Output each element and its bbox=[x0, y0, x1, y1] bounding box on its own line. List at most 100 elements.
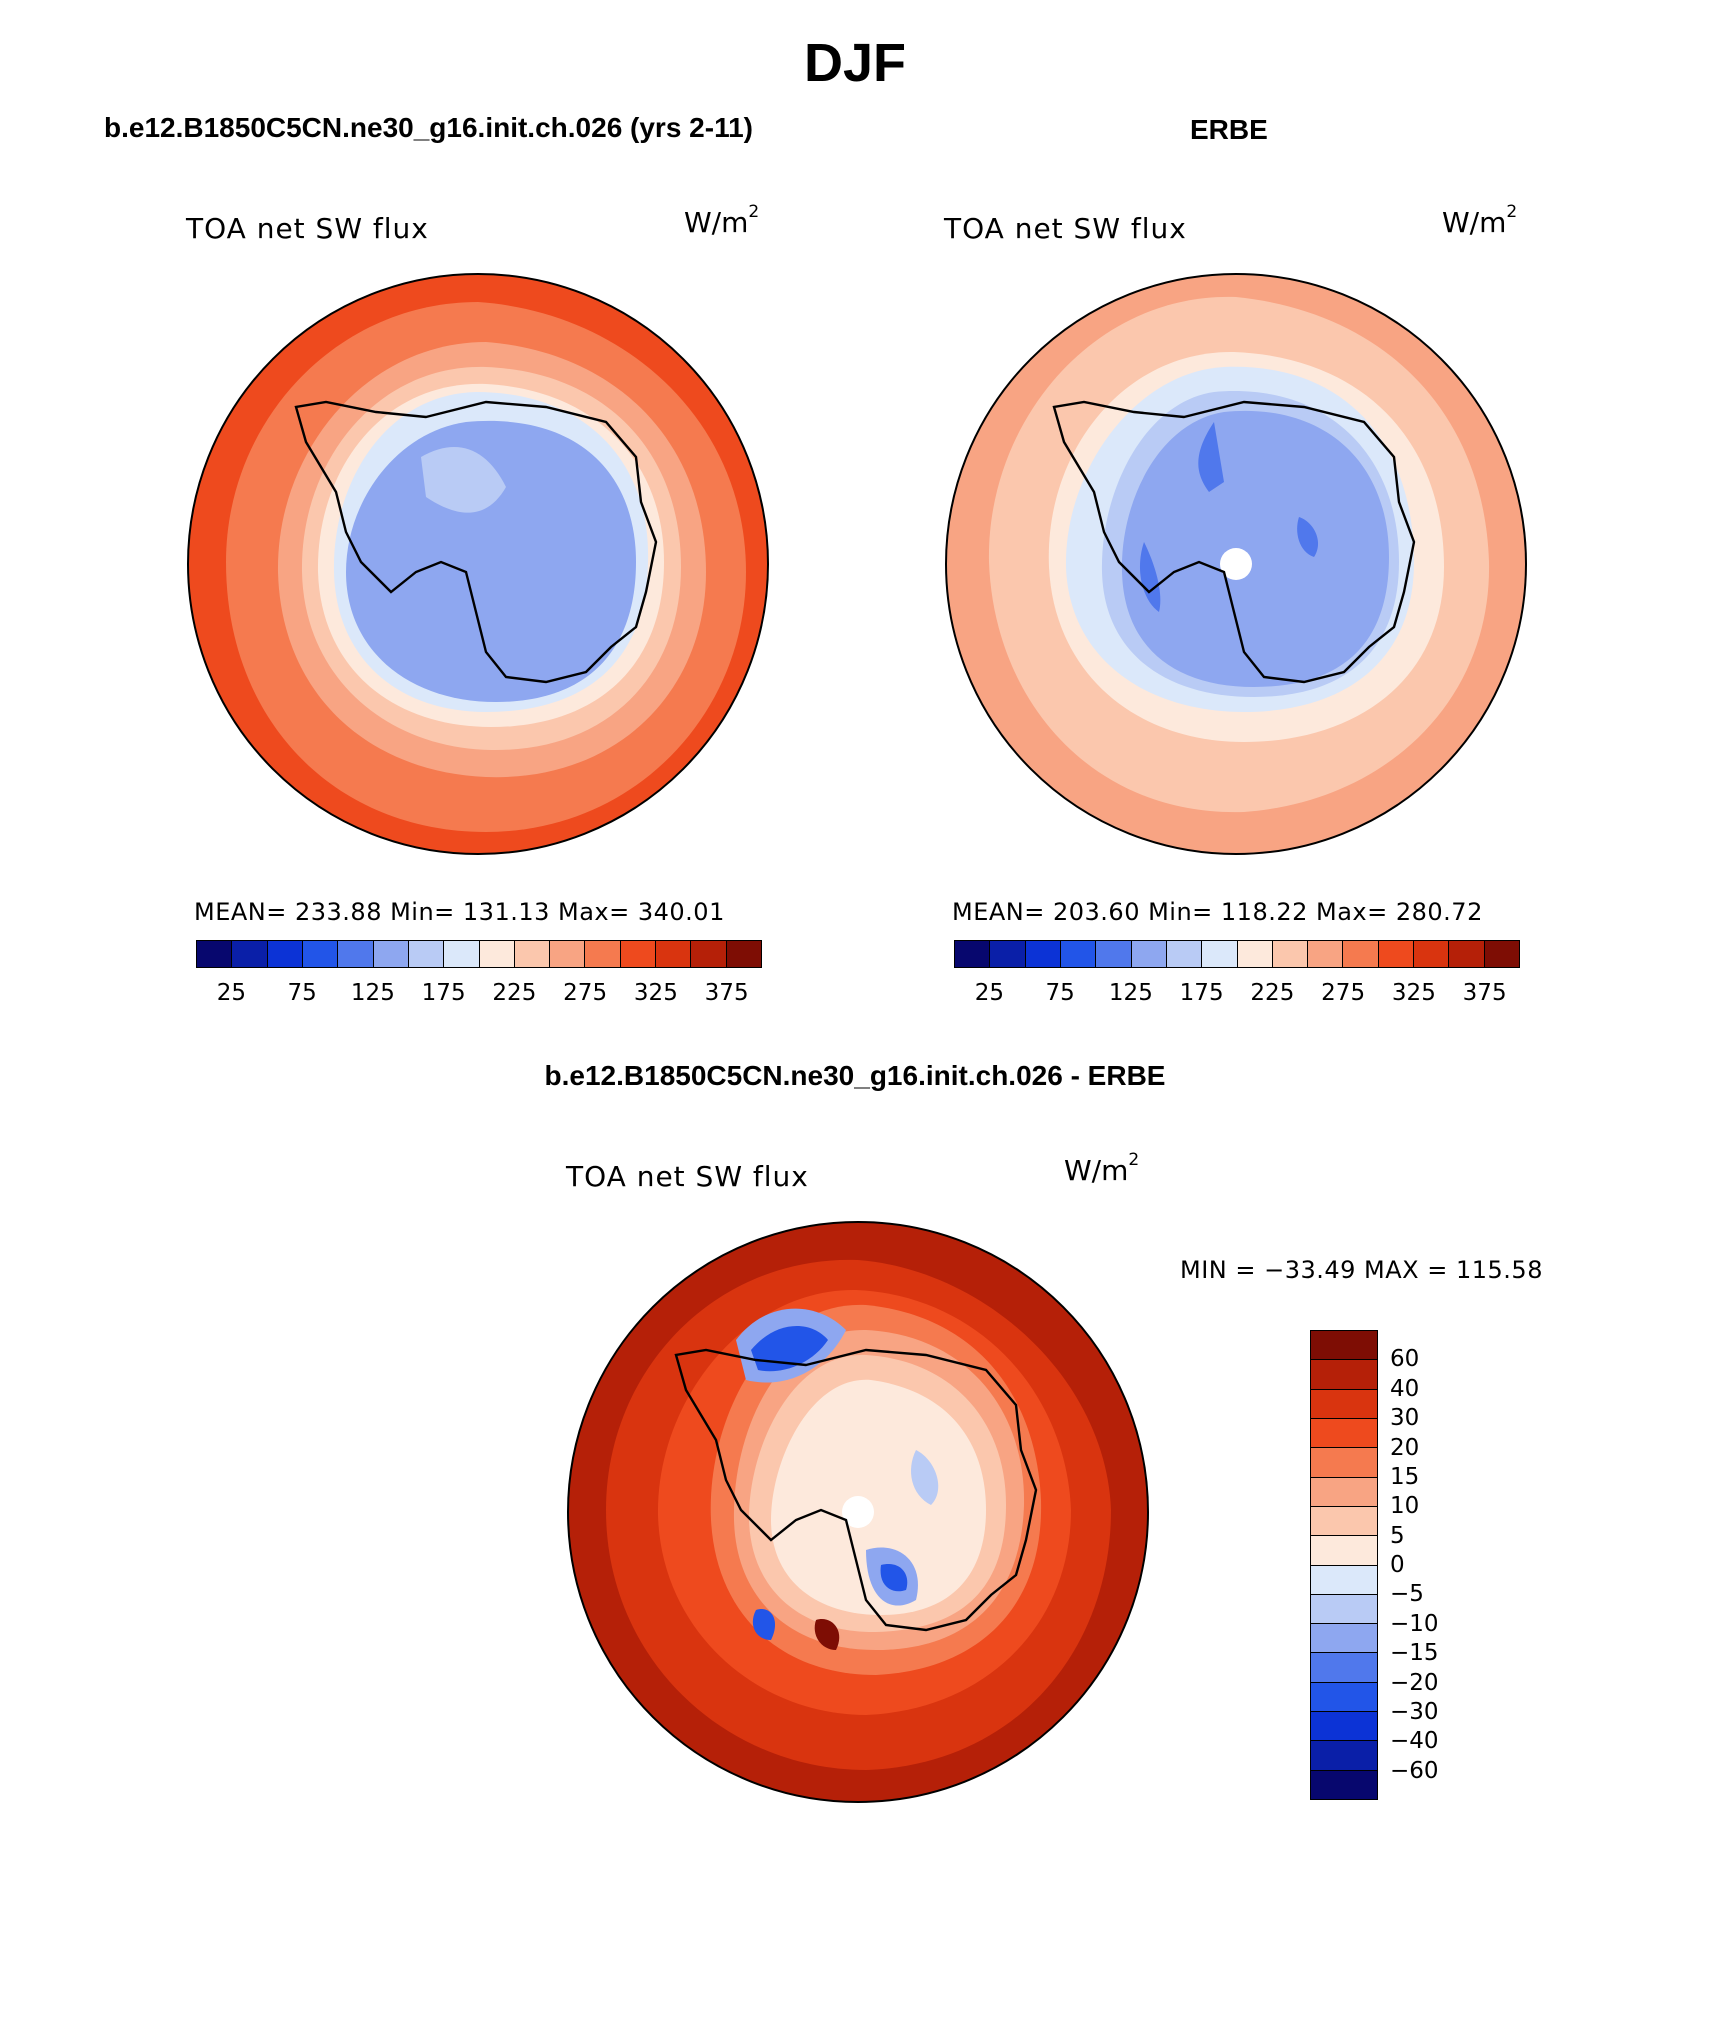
colorbar-swatch bbox=[1237, 941, 1273, 967]
colorbar-swatch bbox=[1060, 941, 1097, 967]
colorbar-swatch bbox=[1414, 941, 1450, 967]
colorbar-tick-label: 375 bbox=[704, 980, 749, 1006]
colorbar-swatch bbox=[1311, 1712, 1377, 1742]
colorbar-tick-label: −20 bbox=[1390, 1669, 1439, 1696]
colorbar-tick-label: 175 bbox=[421, 980, 466, 1006]
colorbar-swatch bbox=[1311, 1418, 1377, 1449]
colorbar-swatch bbox=[656, 941, 692, 967]
colorbar-swatch bbox=[1311, 1506, 1377, 1537]
colorbar-tick-label: 125 bbox=[1108, 980, 1153, 1006]
colorbar-tick-label: 275 bbox=[563, 980, 608, 1006]
colorbar-tick-label: 325 bbox=[633, 980, 678, 1006]
colorbar-swatch bbox=[1343, 941, 1379, 967]
colorbar-tick-label: 175 bbox=[1179, 980, 1224, 1006]
colorbar-swatch bbox=[479, 941, 515, 967]
panel3-stats: MIN = −33.49 MAX = 115.58 bbox=[1180, 1256, 1543, 1284]
colorbar-tick-label: 40 bbox=[1390, 1375, 1420, 1402]
colorbar-swatch bbox=[1484, 941, 1519, 967]
panel1-header: b.e12.B1850C5CN.ne30_g16.init.ch.026 (yr… bbox=[104, 112, 754, 143]
colorbar-tick-label: 325 bbox=[1391, 980, 1436, 1006]
colorbar-swatch bbox=[1311, 1448, 1377, 1478]
colorbar-tick-label: −30 bbox=[1390, 1698, 1439, 1725]
colorbar-swatch bbox=[1449, 941, 1485, 967]
pole-hole bbox=[1220, 548, 1252, 580]
colorbar-tick-label: −40 bbox=[1390, 1728, 1439, 1755]
colorbar-tick-label: 0 bbox=[1390, 1552, 1405, 1578]
colorbar-swatch bbox=[1311, 1331, 1377, 1361]
colorbar-tick-label: −15 bbox=[1390, 1640, 1439, 1667]
colorbar-swatch bbox=[1311, 1536, 1377, 1566]
colorbar-swatch bbox=[1311, 1360, 1377, 1390]
colorbar-swatch bbox=[1311, 1477, 1377, 1507]
colorbar-swatch bbox=[1311, 1741, 1377, 1771]
colorbar-swatch bbox=[1311, 1594, 1377, 1625]
colorbar-tick-label: 20 bbox=[1390, 1434, 1420, 1461]
panel1-polar-map bbox=[187, 273, 769, 855]
colorbar-swatch bbox=[1272, 941, 1309, 967]
panel3-header: b.e12.B1850C5CN.ne30_g16.init.ch.026 - E… bbox=[544, 1060, 1166, 1091]
figure-title: DJF bbox=[803, 33, 906, 93]
colorbar-tick-label: 75 bbox=[287, 980, 317, 1006]
colorbar-tick-label: 225 bbox=[492, 980, 537, 1006]
colorbar-swatch bbox=[232, 941, 268, 967]
panel2-units: W/m2 bbox=[1442, 202, 1518, 239]
panel3-polar-map bbox=[567, 1221, 1149, 1803]
colorbar-tick-label: 25 bbox=[974, 980, 1005, 1006]
colorbar-swatch bbox=[1311, 1653, 1377, 1683]
colorbar-tick-label: −5 bbox=[1390, 1581, 1424, 1608]
panel3-colorbar bbox=[1310, 1330, 1378, 1800]
colorbar-swatch bbox=[1378, 941, 1415, 967]
colorbar-swatch bbox=[955, 941, 991, 967]
colorbar-tick-label: 375 bbox=[1462, 980, 1507, 1006]
colorbar-swatch bbox=[408, 941, 445, 967]
colorbar-swatch bbox=[1166, 941, 1203, 967]
panel3-variable-label: TOA net SW flux bbox=[566, 1160, 809, 1193]
colorbar-swatch bbox=[1311, 1770, 1377, 1799]
colorbar-tick-label: −60 bbox=[1390, 1757, 1439, 1784]
colorbar-swatch bbox=[373, 941, 409, 967]
colorbar-tick-label: 25 bbox=[216, 980, 247, 1006]
colorbar-tick-label: 15 bbox=[1390, 1463, 1420, 1490]
colorbar-tick-label: 225 bbox=[1250, 980, 1295, 1006]
colorbar-swatch bbox=[550, 941, 586, 967]
pole-hole bbox=[842, 1496, 874, 1528]
colorbar-swatch bbox=[585, 941, 621, 967]
colorbar-swatch bbox=[691, 941, 727, 967]
panel1-colorbar bbox=[196, 940, 762, 968]
colorbar-swatch bbox=[1311, 1682, 1377, 1713]
colorbar-tick-label: 275 bbox=[1321, 980, 1366, 1006]
panel2-variable-label: TOA net SW flux bbox=[944, 212, 1187, 245]
colorbar-tick-label: −10 bbox=[1390, 1610, 1439, 1637]
colorbar-swatch bbox=[726, 941, 761, 967]
panel2-polar-map bbox=[945, 273, 1527, 855]
panel3-colorbar-ticks: 60 40 30 20 15 10 5 0 −5 −10 −15 −20 −30 −40 −60 bbox=[1390, 1330, 1470, 1800]
colorbar-swatch bbox=[1131, 941, 1167, 967]
colorbar-tick-label: 60 bbox=[1390, 1346, 1420, 1373]
colorbar-swatch bbox=[444, 941, 480, 967]
colorbar-swatch bbox=[514, 941, 551, 967]
colorbar-tick-label: 30 bbox=[1390, 1405, 1420, 1432]
panel1-stats: MEAN= 233.88 Min= 131.13 Max= 340.01 bbox=[194, 898, 725, 926]
colorbar-swatch bbox=[1202, 941, 1238, 967]
colorbar-tick-label: 125 bbox=[350, 980, 395, 1006]
colorbar-tick-label: 5 bbox=[1390, 1522, 1405, 1549]
colorbar-swatch bbox=[1025, 941, 1061, 967]
colorbar-tick-label: 75 bbox=[1045, 980, 1075, 1006]
panel2-header: ERBE bbox=[1190, 114, 1268, 145]
panel2-colorbar bbox=[954, 940, 1520, 968]
panel1-units: W/m2 bbox=[684, 202, 760, 239]
colorbar-swatch bbox=[302, 941, 339, 967]
colorbar-swatch bbox=[267, 941, 303, 967]
colorbar-tick-label: 10 bbox=[1390, 1493, 1420, 1520]
colorbar-swatch bbox=[197, 941, 233, 967]
panel1-variable-label: TOA net SW flux bbox=[186, 212, 429, 245]
panel2-stats: MEAN= 203.60 Min= 118.22 Max= 280.72 bbox=[952, 898, 1483, 926]
colorbar-swatch bbox=[338, 941, 374, 967]
colorbar-swatch bbox=[1096, 941, 1132, 967]
panel3-units: W/m2 bbox=[1064, 1150, 1140, 1187]
colorbar-swatch bbox=[1311, 1624, 1377, 1654]
colorbar-swatch bbox=[620, 941, 657, 967]
colorbar-swatch bbox=[990, 941, 1026, 967]
colorbar-swatch bbox=[1308, 941, 1344, 967]
colorbar-swatch bbox=[1311, 1389, 1377, 1419]
